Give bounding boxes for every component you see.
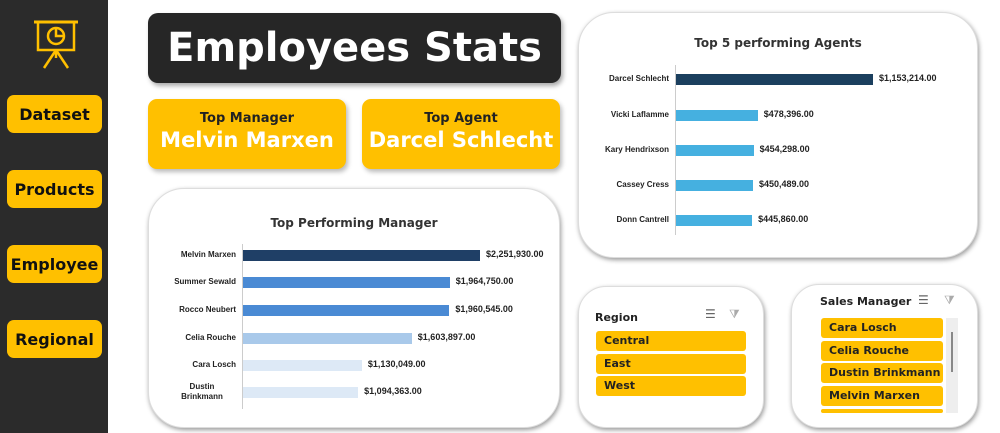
presentation-chart-icon [34, 20, 78, 69]
multi-select-icon[interactable]: ☰ [705, 307, 716, 321]
bar [676, 215, 753, 226]
chart-axis [242, 244, 243, 409]
top-agents-chart: Top 5 performing Agents Darcel Schlecht $… [578, 12, 978, 258]
page-title: Employees Stats [148, 13, 561, 83]
bar [243, 387, 359, 398]
nav-regional-button[interactable]: Regional [7, 320, 102, 358]
bar [676, 180, 753, 191]
kpi-value: Darcel Schlecht [368, 128, 554, 152]
category-label: Rocco Neubert [179, 305, 236, 314]
slicer-item[interactable]: Melvin Marxen [821, 386, 943, 406]
bar [676, 145, 754, 156]
data-label: $1,964,750.00 [455, 276, 514, 286]
clear-filter-icon[interactable]: ⧩ [729, 307, 740, 321]
slicer-title: Region [595, 311, 638, 324]
bar [243, 305, 450, 316]
data-label: $1,153,214.00 [879, 73, 937, 83]
category-label: Darcel Schlecht [608, 74, 669, 83]
scrollbar-thumb[interactable] [951, 332, 953, 372]
chart-axis [675, 65, 676, 235]
data-label: $445,860.00 [758, 214, 809, 224]
nav-dataset-button[interactable]: Dataset [7, 95, 102, 133]
top-manager-chart: Top Performing Manager Melvin Marxen $2,2… [148, 188, 560, 428]
data-label: $1,094,363.00 [364, 386, 422, 396]
sales-manager-slicer: Sales Manager ☰ ⧩ Cara Losch Celia Rouch… [791, 284, 978, 428]
data-label: $2,251,930.00 [486, 249, 544, 259]
kpi-value: Melvin Marxen [160, 128, 334, 152]
category-label: Donn Cantrell [616, 215, 669, 224]
category-label: Vicki Laflamme [610, 110, 669, 119]
slicer-title: Sales Manager [820, 295, 912, 308]
slicer-item-west[interactable]: West [596, 376, 746, 396]
multi-select-icon[interactable]: ☰ [918, 293, 929, 307]
bar [243, 360, 362, 371]
scrollbar[interactable] [946, 318, 958, 413]
data-label: $1,603,897.00 [417, 332, 476, 342]
data-label: $454,298.00 [759, 144, 810, 154]
chart-title: Top 5 performing Agents [694, 36, 862, 50]
slicer-item-partial[interactable] [821, 409, 943, 413]
bar [676, 74, 873, 85]
slicer-item-east[interactable]: East [596, 354, 746, 374]
data-label: $1,130,049.00 [367, 359, 426, 369]
kpi-label: Top Agent [424, 111, 498, 126]
bar [676, 110, 758, 121]
category-label: Cassey Cress [616, 180, 669, 189]
data-label: $478,396.00 [763, 109, 814, 119]
clear-filter-icon[interactable]: ⧩ [944, 293, 955, 307]
category-label: Summer Sewald [174, 277, 236, 286]
category-label: Melvin Marxen [180, 250, 236, 259]
category-label: Cara Losch [192, 360, 236, 369]
nav-employee-button[interactable]: Employee [7, 245, 102, 283]
kpi-label: Top Manager [199, 111, 295, 126]
kpi-top-agent: Top Agent Darcel Schlecht [362, 99, 560, 169]
slicer-item-central[interactable]: Central [596, 331, 746, 351]
kpi-top-manager: Top Manager Melvin Marxen [148, 99, 346, 169]
category-label: Kary Hendrixson [604, 145, 669, 154]
data-label: $1,960,545.00 [455, 304, 513, 314]
slicer-item[interactable]: Cara Losch [821, 318, 943, 338]
chart-title: Top Performing Manager [270, 216, 438, 230]
bar [243, 333, 412, 344]
bar [243, 250, 480, 261]
category-label: Celia Rouche [185, 333, 236, 342]
category-label: Dustin Brinkmann [181, 382, 223, 401]
slicer-item[interactable]: Dustin Brinkmann [821, 363, 943, 383]
data-label: $450,489.00 [758, 179, 810, 189]
bar [243, 277, 450, 288]
region-slicer: Region ☰ ⧩ Central East West [578, 286, 764, 428]
sidebar: Dataset Products Employee Regional [0, 0, 108, 433]
nav-products-button[interactable]: Products [7, 170, 102, 208]
slicer-item[interactable]: Celia Rouche [821, 341, 943, 361]
